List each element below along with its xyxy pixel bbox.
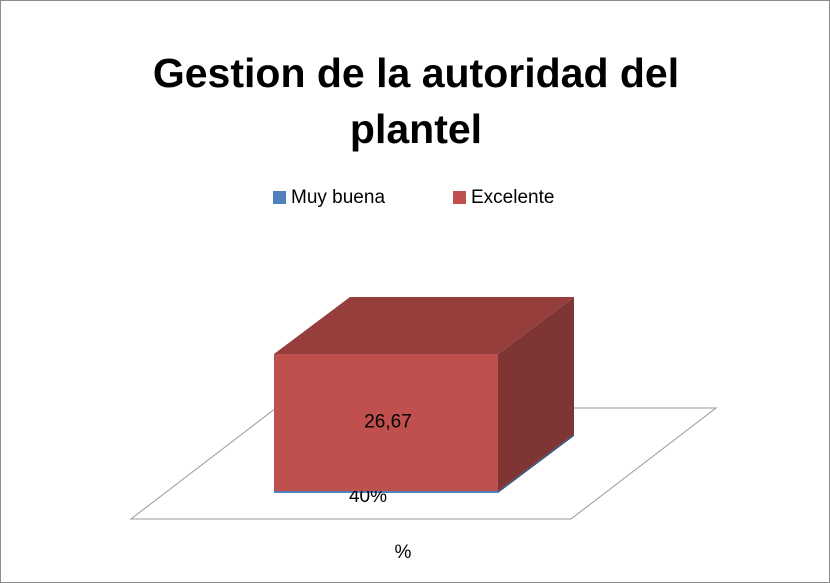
legend-swatch [273, 191, 286, 204]
bar-segment [274, 433, 574, 493]
bar-face [498, 433, 574, 493]
floor [129, 407, 718, 520]
bar-face [274, 490, 498, 493]
legend-label: Muy buena [291, 187, 385, 208]
data-label: 40% [349, 486, 387, 507]
data-label: 26,67 [364, 411, 412, 432]
bar-face [274, 297, 574, 354]
bar-face [274, 354, 498, 491]
bar-face [498, 297, 574, 491]
bar-segment [274, 297, 574, 491]
legend-label: Excelente [471, 187, 554, 208]
chart-title: Gestion de la autoridad del plantel [152, 50, 680, 152]
legend-swatch [453, 191, 466, 204]
x-tick-label: % [395, 542, 412, 563]
